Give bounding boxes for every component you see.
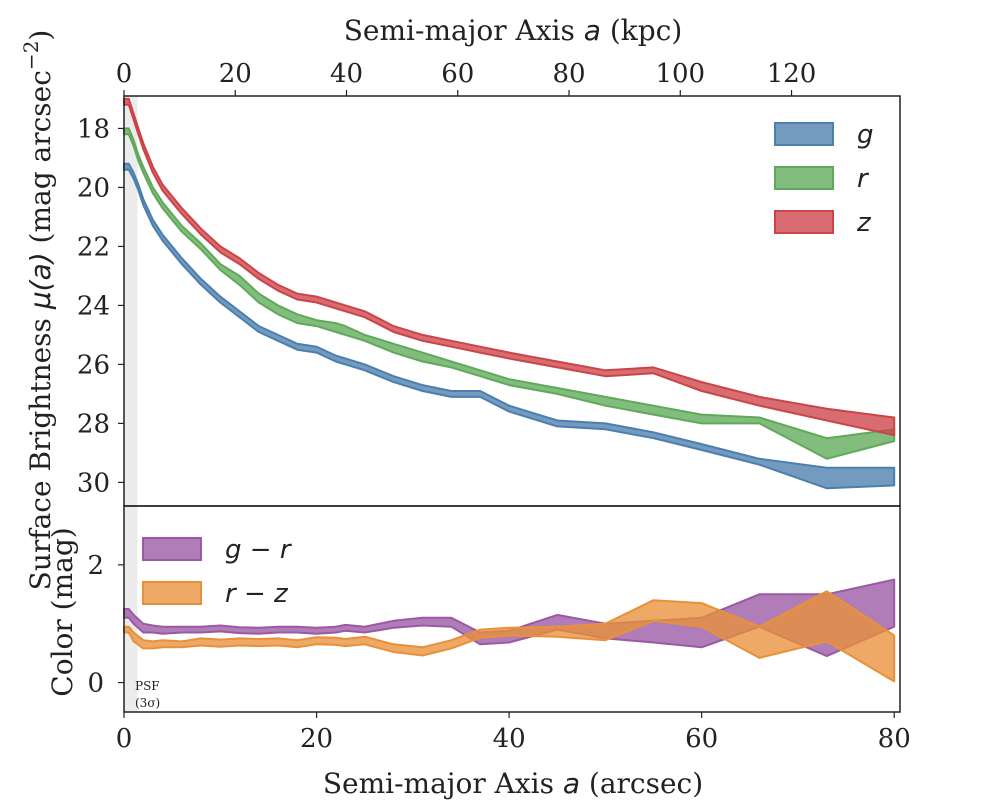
bottom-axis-title: Semi-major Axis a (arcsec) <box>323 767 703 800</box>
bottom-xtick-label: 40 <box>493 724 526 754</box>
top-ytick-label: 22 <box>77 232 110 262</box>
psf-annotation-line2: (3σ) <box>135 696 160 710</box>
top-band-2 <box>123 97 896 437</box>
bottom-xtick-label: 0 <box>116 724 133 754</box>
top-xtick-label: 0 <box>116 59 133 89</box>
legend-bottom: g − r r − z <box>142 535 293 609</box>
top-legend-label-1: r <box>857 164 870 194</box>
top-xtick-label: 100 <box>655 59 705 89</box>
bottom-legend-swatch-0 <box>142 537 202 561</box>
bottom-xtick-label: 20 <box>300 724 333 754</box>
bottom-panel-series <box>123 578 896 683</box>
psf-annotation-line1: PSF <box>135 679 160 693</box>
top-legend-swatch-1 <box>774 166 834 190</box>
legend-top: grz <box>774 120 874 238</box>
top-xtick-label: 20 <box>219 59 252 89</box>
top-band-0 <box>123 162 896 490</box>
bottom-band-1 <box>123 590 896 683</box>
psf-shade-bottom <box>124 506 138 712</box>
top-y-axis-title: Surface Brightness μ(a) (mag arcsec−2) <box>19 30 57 591</box>
bottom-legend-label-1: r − z <box>225 579 289 609</box>
psf-shade-top <box>124 96 138 506</box>
bottom-ytick-label: 0 <box>87 669 104 699</box>
top-band-1 <box>123 127 896 460</box>
top-ytick-label: 20 <box>77 173 110 203</box>
bottom-band-0 <box>123 578 896 658</box>
bottom-xtick-label: 60 <box>685 724 718 754</box>
top-legend-label-0: g <box>857 120 874 150</box>
top-xtick-label: 120 <box>767 59 817 89</box>
top-legend-label-2: z <box>856 208 872 238</box>
top-ytick-label: 18 <box>77 114 110 144</box>
bottom-y-axis-title: Color (mag) <box>46 527 79 696</box>
bottom-legend-swatch-1 <box>142 581 202 605</box>
top-xtick-label: 80 <box>552 59 585 89</box>
bottom-legend-label-0: g − r <box>225 535 293 565</box>
top-xtick-label: 40 <box>330 59 363 89</box>
bottom-ytick-label: 2 <box>87 551 104 581</box>
top-ytick-label: 26 <box>77 350 110 380</box>
top-panel-frame <box>123 95 901 507</box>
top-ytick-label: 24 <box>77 291 110 321</box>
top-axis-title: Semi-major Axis a (kpc) <box>344 14 683 47</box>
top-xtick-label: 60 <box>441 59 474 89</box>
bottom-xtick-label: 80 <box>878 724 911 754</box>
top-ytick-label: 30 <box>77 468 110 498</box>
top-panel-series <box>123 97 896 490</box>
bottom-panel-frame <box>123 505 901 713</box>
top-legend-swatch-2 <box>774 210 834 234</box>
top-ytick-label: 28 <box>77 409 110 439</box>
top-legend-swatch-0 <box>774 122 834 146</box>
